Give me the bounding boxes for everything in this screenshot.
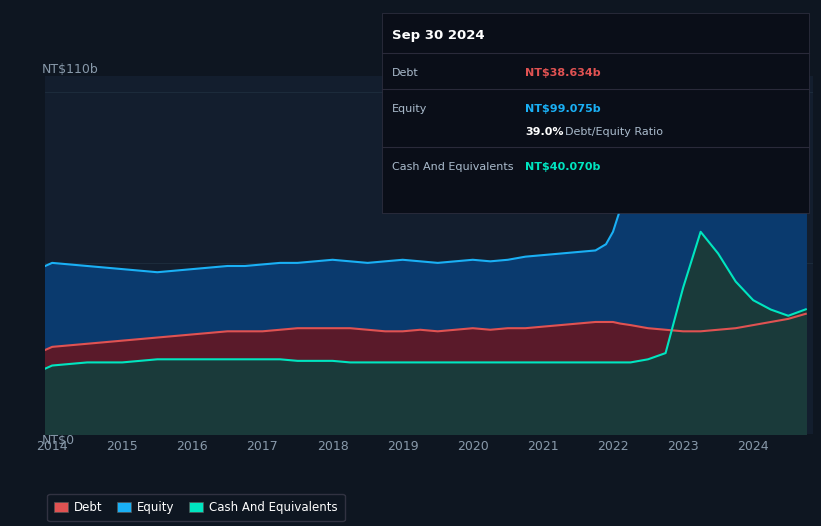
Text: Debt/Equity Ratio: Debt/Equity Ratio — [565, 126, 663, 137]
Text: Sep 30 2024: Sep 30 2024 — [392, 29, 484, 42]
Text: NT$110b: NT$110b — [41, 63, 98, 76]
Text: NT$99.075b: NT$99.075b — [525, 104, 601, 115]
Text: 39.0%: 39.0% — [525, 126, 564, 137]
Text: NT$0: NT$0 — [41, 434, 75, 447]
Text: Equity: Equity — [392, 104, 427, 115]
Text: NT$40.070b: NT$40.070b — [525, 162, 601, 173]
Text: Cash And Equivalents: Cash And Equivalents — [392, 162, 513, 173]
Text: Debt: Debt — [392, 67, 419, 78]
Text: NT$38.634b: NT$38.634b — [525, 67, 601, 78]
Legend: Debt, Equity, Cash And Equivalents: Debt, Equity, Cash And Equivalents — [48, 494, 345, 521]
